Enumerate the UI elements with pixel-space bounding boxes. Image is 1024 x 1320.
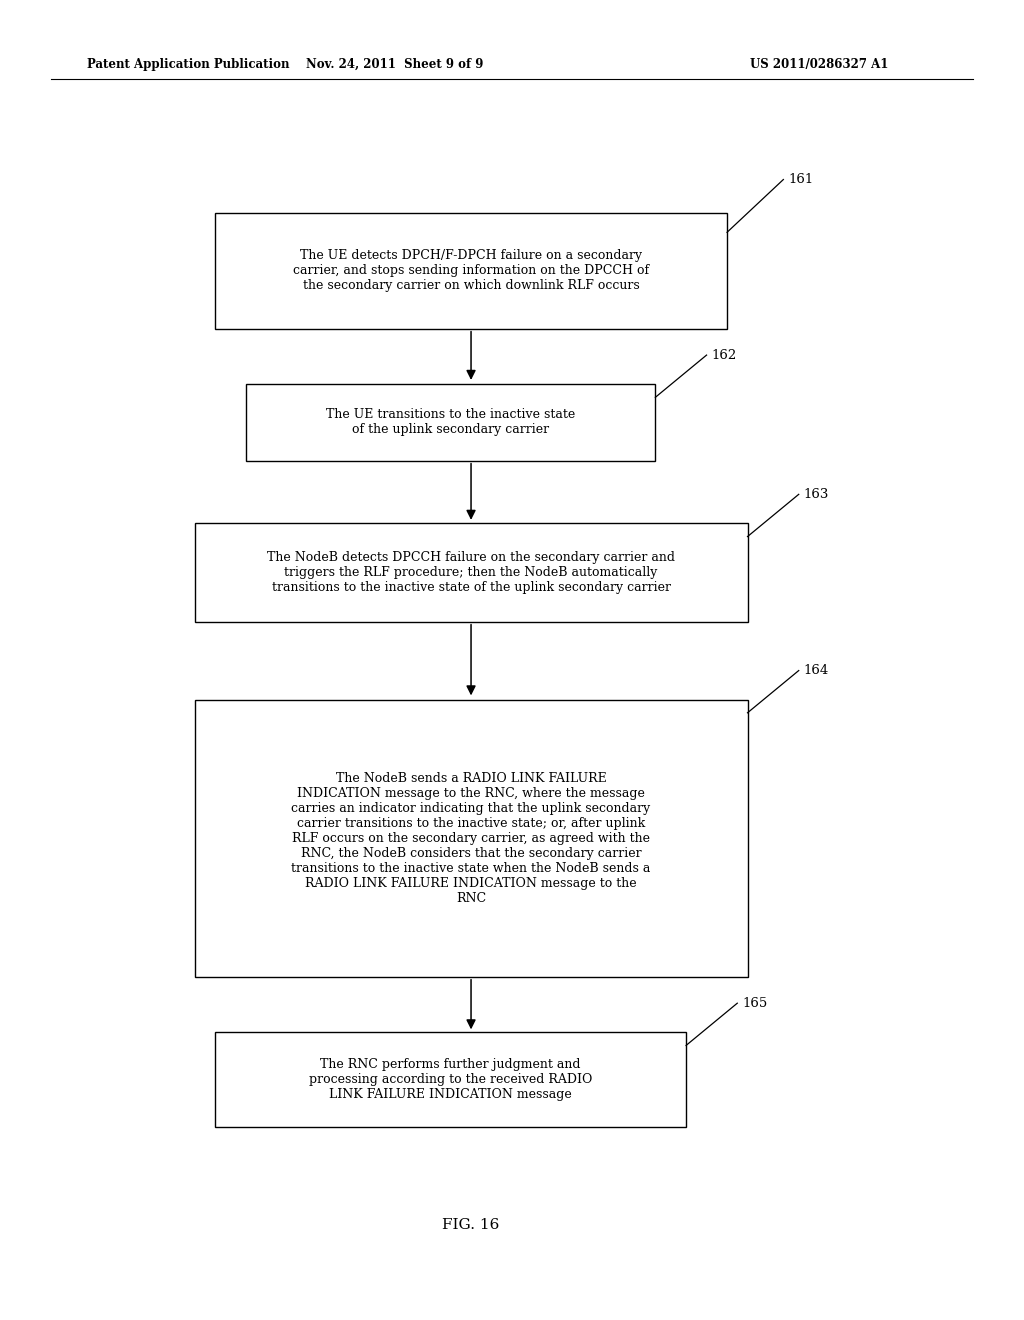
Text: US 2011/0286327 A1: US 2011/0286327 A1 bbox=[750, 58, 889, 71]
Text: 162: 162 bbox=[712, 348, 737, 362]
Text: The RNC performs further judgment and
processing according to the received RADIO: The RNC performs further judgment and pr… bbox=[309, 1059, 592, 1101]
Text: The NodeB sends a RADIO LINK FAILURE
INDICATION message to the RNC, where the me: The NodeB sends a RADIO LINK FAILURE IND… bbox=[292, 772, 650, 904]
Bar bbox=[215, 1032, 686, 1127]
Text: The NodeB detects DPCCH failure on the secondary carrier and
triggers the RLF pr: The NodeB detects DPCCH failure on the s… bbox=[267, 552, 675, 594]
Text: The UE detects DPCH/F-DPCH failure on a secondary
carrier, and stops sending inf: The UE detects DPCH/F-DPCH failure on a … bbox=[293, 249, 649, 292]
Bar bbox=[246, 384, 655, 461]
Text: The UE transitions to the inactive state
of the uplink secondary carrier: The UE transitions to the inactive state… bbox=[326, 408, 575, 437]
Text: 163: 163 bbox=[804, 488, 829, 500]
Bar bbox=[195, 700, 748, 977]
Bar bbox=[195, 524, 748, 623]
Text: FIG. 16: FIG. 16 bbox=[442, 1218, 500, 1232]
Text: Patent Application Publication: Patent Application Publication bbox=[87, 58, 290, 71]
Text: 161: 161 bbox=[788, 173, 814, 186]
Text: 165: 165 bbox=[742, 997, 768, 1010]
Text: 164: 164 bbox=[804, 664, 829, 677]
Text: Nov. 24, 2011  Sheet 9 of 9: Nov. 24, 2011 Sheet 9 of 9 bbox=[305, 58, 483, 71]
Bar bbox=[215, 213, 727, 329]
